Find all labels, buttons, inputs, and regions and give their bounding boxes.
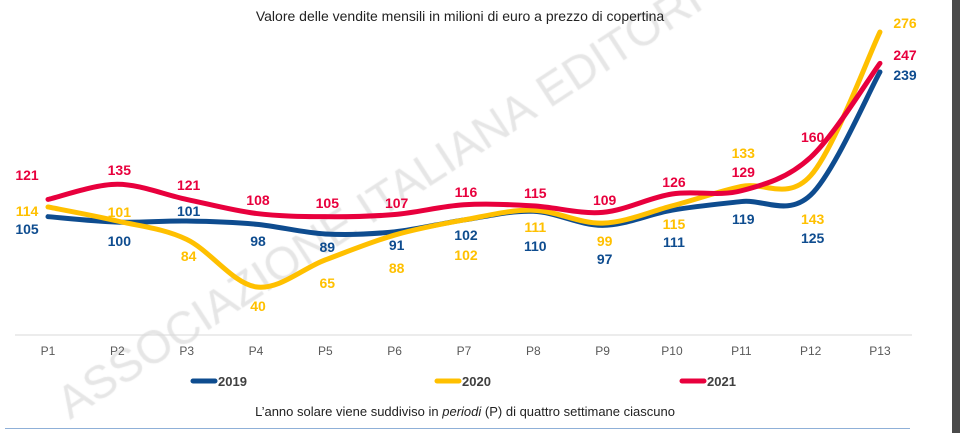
x-tick-label: P4 <box>249 344 264 358</box>
data-label-2019: 100 <box>108 233 132 249</box>
data-label-2020: 65 <box>320 275 336 291</box>
data-label-2021: 126 <box>662 174 686 190</box>
data-label-2020: 115 <box>663 216 686 232</box>
x-tick-label: P10 <box>661 344 683 358</box>
chart-footnote: L’anno solare viene suddiviso in periodi… <box>255 404 675 419</box>
data-label-2019: 105 <box>15 221 39 237</box>
data-label-2019: 101 <box>177 203 201 219</box>
x-tick-label: P3 <box>179 344 194 358</box>
data-label-2020: 114 <box>16 203 39 219</box>
data-label-2021: 121 <box>177 177 201 193</box>
legend-label-2020: 2020 <box>462 374 491 389</box>
data-label-2021: 129 <box>732 164 756 180</box>
data-label-2021: 135 <box>108 162 132 178</box>
x-tick-label: P8 <box>526 344 541 358</box>
data-label-2020: 133 <box>732 145 756 161</box>
data-label-2020: 276 <box>893 15 917 31</box>
x-tick-label: P7 <box>457 344 472 358</box>
x-tick-label: P13 <box>869 344 891 358</box>
legend-label-2021: 2021 <box>707 374 736 389</box>
data-label-2019: 119 <box>732 211 755 227</box>
series-line-2021 <box>45 60 883 220</box>
data-label-2020: 143 <box>801 211 825 227</box>
data-label-2019: 89 <box>320 239 336 255</box>
data-label-2021: 108 <box>246 192 270 208</box>
data-label-2020: 102 <box>454 247 478 263</box>
x-tick-label: P6 <box>387 344 402 358</box>
data-label-2019: 239 <box>893 67 917 83</box>
x-tick-label: P9 <box>595 344 610 358</box>
data-label-2020: 99 <box>597 233 613 249</box>
legend-label-2019: 2019 <box>218 374 247 389</box>
data-label-2020: 84 <box>181 248 197 264</box>
x-tick-label: P11 <box>731 344 752 358</box>
data-label-2021: 116 <box>455 184 478 200</box>
data-label-2020: 101 <box>108 204 132 220</box>
data-label-2021: 115 <box>524 185 547 201</box>
chart-title: Valore delle vendite mensili in milioni … <box>255 8 665 24</box>
bottom-divider <box>5 428 910 429</box>
footnote-em: periodi <box>442 404 482 419</box>
window-edge <box>952 0 960 433</box>
data-label-2019: 91 <box>389 237 405 253</box>
data-label-2020: 40 <box>250 298 266 314</box>
x-tick-label: P12 <box>800 344 822 358</box>
data-label-2019: 110 <box>524 238 547 254</box>
data-label-2020: 111 <box>524 219 546 235</box>
data-label-2019: 111 <box>663 234 685 250</box>
data-label-2019: 97 <box>597 251 613 267</box>
data-label-2021: 121 <box>15 167 39 183</box>
data-label-2021: 109 <box>593 192 617 208</box>
data-label-2019: 102 <box>454 227 478 243</box>
series-line-2019 <box>45 69 883 237</box>
footnote-pre: L’anno solare viene suddiviso in <box>255 404 443 419</box>
data-label-2019: 125 <box>801 230 825 246</box>
data-label-2021: 247 <box>893 47 917 63</box>
x-tick-label: P2 <box>110 344 125 358</box>
data-label-2020: 88 <box>389 260 405 276</box>
x-tick-label: P1 <box>41 344 56 358</box>
data-label-2021: 105 <box>316 195 340 211</box>
x-tick-label: P5 <box>318 344 333 358</box>
footnote-post: (P) di quattro settimane ciascuno <box>481 404 675 419</box>
data-label-2021: 107 <box>385 195 409 211</box>
data-label-2021: 160 <box>801 129 825 145</box>
data-label-2019: 98 <box>250 233 266 249</box>
